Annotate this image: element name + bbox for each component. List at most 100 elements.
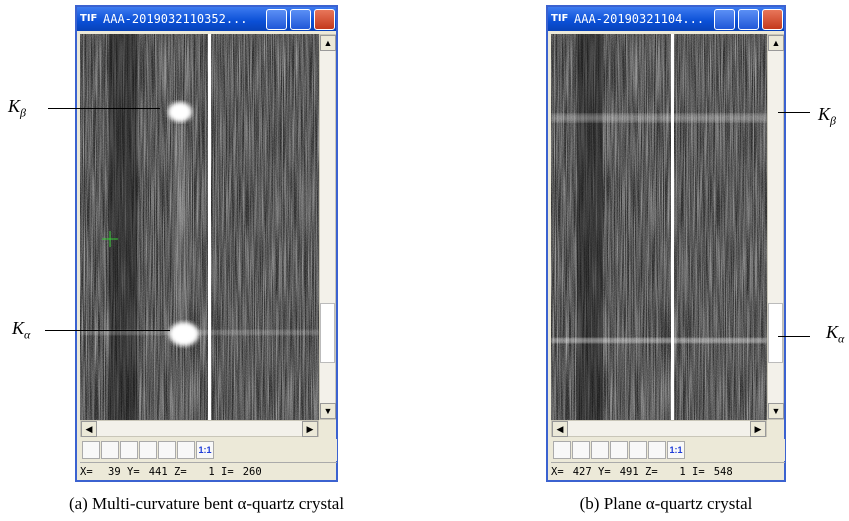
peak-label-sub: α — [24, 327, 31, 342]
scroll-up[interactable]: ▲ — [320, 35, 336, 51]
maximize-button[interactable] — [290, 9, 311, 30]
zoom-button[interactable]: 1:1 — [196, 441, 214, 459]
peak-label: Kα — [12, 318, 30, 343]
status-field: Y= 441 — [127, 463, 174, 481]
leader-line — [48, 108, 160, 109]
vertical-scrollbar: ▲ ▼ — [319, 34, 336, 420]
horizontal-scrollbar: ◀ ▶ — [80, 420, 319, 437]
status-label: Z= — [174, 466, 187, 478]
zoom-out-button[interactable] — [591, 441, 609, 459]
status-value: 1 — [679, 466, 686, 478]
status-value: 1 — [208, 466, 215, 478]
minimize-button[interactable] — [714, 9, 735, 30]
kalpha-band — [80, 330, 319, 335]
scroll-down[interactable]: ▼ — [320, 403, 336, 419]
peak-label-sub: α — [838, 331, 845, 346]
zoom-in-button[interactable] — [610, 441, 628, 459]
scroll-right[interactable]: ▶ — [750, 421, 766, 437]
toolbar: 1:1 — [551, 439, 785, 461]
reset-button[interactable] — [177, 441, 195, 459]
unit-button[interactable] — [82, 441, 100, 459]
bright-line — [208, 34, 211, 420]
scroll-right[interactable]: ▶ — [302, 421, 318, 437]
status-field: Z= 1 — [645, 463, 692, 481]
caption: (a) Multi-curvature bent α-quartz crysta… — [68, 494, 345, 513]
kbeta-spot — [168, 102, 192, 122]
peak-label-base: K — [8, 96, 21, 116]
status-label: X= — [551, 466, 564, 478]
zoom-button[interactable]: 1:1 — [667, 441, 685, 459]
peak-label: Kα — [826, 322, 844, 347]
status-label: Y= — [598, 466, 611, 478]
peak-label-sub: β — [20, 105, 26, 120]
image-grain — [551, 34, 767, 420]
app-icon: TIF — [80, 13, 98, 24]
app-window: TIF AAA-2019032110352... ▲ ▼ ◀ ▶ 1:1 X= 39 Y= 441 Z… — [75, 5, 338, 482]
kalpha-band — [551, 338, 767, 343]
scroll-left[interactable]: ◀ — [81, 421, 97, 437]
kbeta-band — [551, 114, 767, 122]
status-value: 260 — [242, 466, 262, 478]
peak-label-base: K — [12, 318, 25, 338]
bright-line — [671, 34, 674, 420]
status-bar: X= 427 Y= 491 Z= 1 I= 548 — [551, 462, 785, 480]
image-view — [551, 34, 767, 420]
toolbar: 1:1 — [80, 439, 337, 461]
scroll-thumb[interactable] — [768, 303, 783, 363]
status-value: 39 — [108, 466, 121, 478]
status-value: 441 — [148, 466, 168, 478]
peak-label-sub: β — [830, 113, 836, 128]
reset-button[interactable] — [648, 441, 666, 459]
status-field: I= 260 — [221, 463, 268, 481]
leader-line — [45, 330, 170, 331]
measure-button[interactable] — [629, 441, 647, 459]
status-label: Z= — [645, 466, 658, 478]
horizontal-scrollbar: ◀ ▶ — [551, 420, 767, 437]
contrast-button[interactable] — [101, 441, 119, 459]
caption: (b) Plane α-quartz crystal — [579, 494, 753, 513]
scroll-thumb[interactable] — [320, 303, 335, 363]
measure-button[interactable] — [158, 441, 176, 459]
peak-label: Kβ — [8, 96, 26, 121]
image-grain — [80, 34, 319, 420]
status-label: I= — [221, 466, 234, 478]
leader-line — [778, 112, 810, 113]
minimize-button[interactable] — [266, 9, 287, 30]
maximize-button[interactable] — [738, 9, 759, 30]
peak-label: Kβ — [818, 104, 836, 129]
cursor-cross — [102, 231, 118, 247]
close-button[interactable] — [314, 9, 335, 30]
status-bar: X= 39 Y= 441 Z= 1 I= 260 — [80, 462, 337, 480]
vertical-scrollbar: ▲ ▼ — [767, 34, 784, 420]
status-value: 548 — [713, 466, 733, 478]
unit-button[interactable] — [553, 441, 571, 459]
contrast-button[interactable] — [572, 441, 590, 459]
peak-label-base: K — [818, 104, 831, 124]
status-field: Y= 491 — [598, 463, 645, 481]
status-label: Y= — [127, 466, 140, 478]
close-button[interactable] — [762, 9, 783, 30]
scroll-down[interactable]: ▼ — [768, 403, 784, 419]
app-window: TIF AAA-20190321104... ▲ ▼ ◀ ▶ 1:1 X= 427 Y= 491 Z=… — [546, 5, 786, 482]
zoom-in-button[interactable] — [139, 441, 157, 459]
window-title: AAA-20190321104... — [574, 12, 705, 26]
status-field: X= 427 — [551, 463, 598, 481]
peak-label-base: K — [826, 322, 839, 342]
status-field: X= 39 — [80, 463, 127, 481]
status-label: I= — [692, 466, 705, 478]
image-view — [80, 34, 319, 420]
status-label: X= — [80, 466, 93, 478]
dark-band — [576, 34, 603, 420]
title-bar: TIF AAA-20190321104... — [548, 7, 784, 31]
dark-band — [108, 34, 138, 420]
app-icon: TIF — [551, 13, 569, 24]
zoom-out-button[interactable] — [120, 441, 138, 459]
leader-line — [778, 336, 810, 337]
faint-trace — [175, 124, 187, 324]
scroll-up[interactable]: ▲ — [768, 35, 784, 51]
title-bar: TIF AAA-2019032110352... — [77, 7, 336, 31]
scroll-left[interactable]: ◀ — [552, 421, 568, 437]
status-value: 491 — [619, 466, 639, 478]
status-field: I= 548 — [692, 463, 739, 481]
